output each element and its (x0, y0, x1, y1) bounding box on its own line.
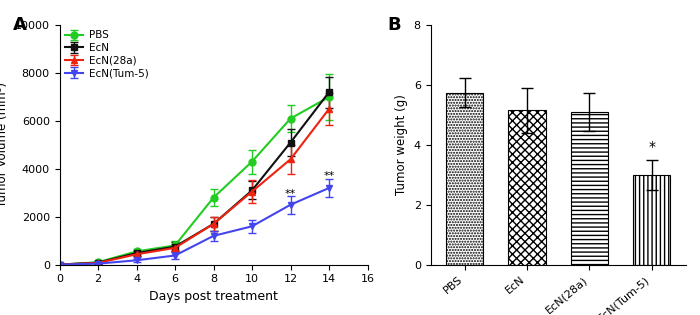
Bar (446, 93, 484, 265)
Text: B: B (387, 16, 400, 34)
Y-axis label: Tumor Volume (mm³): Tumor Volume (mm³) (0, 83, 9, 207)
Text: *: * (648, 140, 655, 154)
Bar (570, 112, 608, 265)
Bar (508, 111, 546, 265)
Text: **: ** (285, 189, 296, 199)
Text: A: A (13, 16, 27, 34)
Bar (633, 175, 671, 265)
X-axis label: Days post treatment: Days post treatment (149, 290, 278, 303)
Text: **: ** (323, 171, 335, 181)
Legend: PBS, EcN, EcN(28a), EcN(Tum-5): PBS, EcN, EcN(28a), EcN(Tum-5) (62, 28, 150, 80)
Y-axis label: Tumor weight (g): Tumor weight (g) (395, 94, 408, 195)
